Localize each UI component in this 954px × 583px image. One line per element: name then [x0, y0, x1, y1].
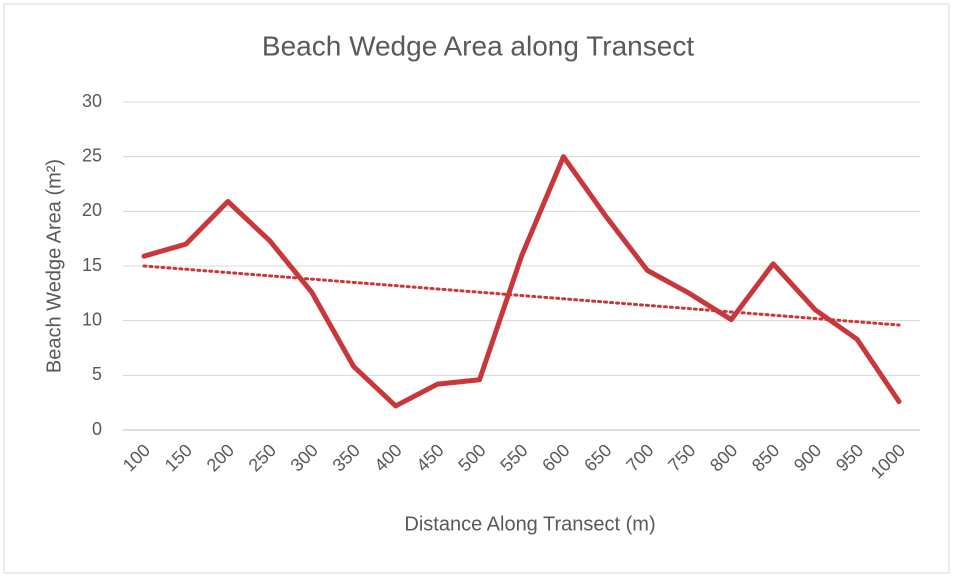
chart-title: Beach Wedge Area along Transect [262, 30, 694, 61]
data-line [141, 154, 902, 409]
y-tick-label: 5 [92, 364, 102, 384]
y-tick-label: 10 [82, 309, 102, 329]
y-tick-label: 0 [92, 419, 102, 439]
y-tick-label: 15 [82, 255, 102, 275]
y-tick-label: 25 [82, 145, 102, 165]
x-axis-title: Distance Along Transect (m) [404, 513, 655, 535]
y-axis-title: Beach Wedge Area (m²) [43, 159, 65, 373]
chart-border [3, 3, 950, 574]
y-tick-label: 20 [82, 200, 102, 220]
y-tick-label: 30 [82, 91, 102, 111]
trendline [142, 264, 901, 327]
